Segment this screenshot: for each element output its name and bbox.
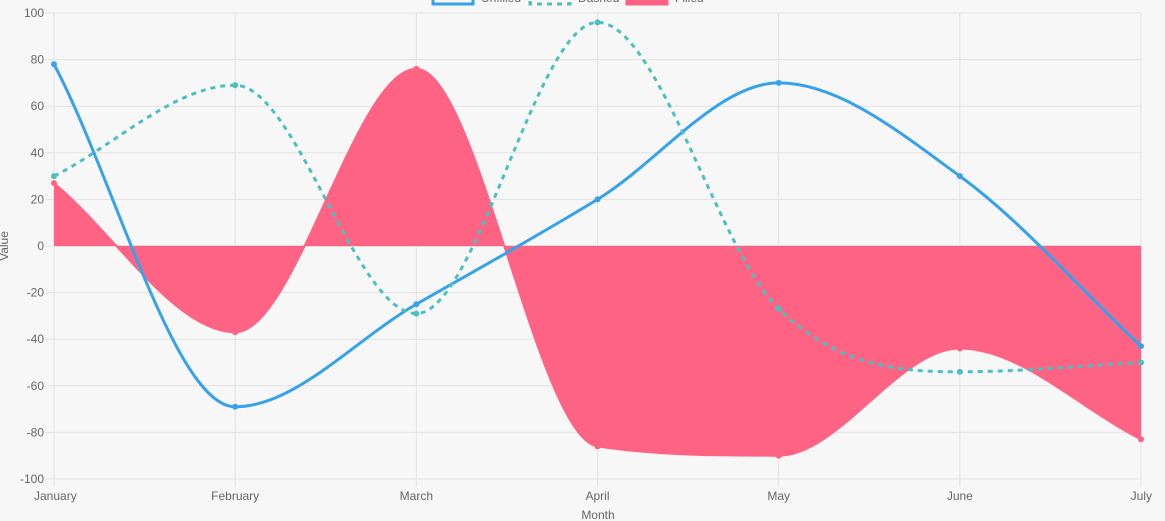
data-point-dashed[interactable] bbox=[232, 82, 239, 89]
legend-swatch bbox=[431, 0, 475, 6]
legend[interactable]: Unfilled Dashed Filled bbox=[431, 0, 704, 6]
x-tick-label: June bbox=[947, 489, 973, 503]
legend-swatch bbox=[625, 0, 669, 6]
y-tick-label: 60 bbox=[31, 99, 45, 113]
legend-item-unfilled[interactable]: Unfilled bbox=[431, 0, 521, 6]
x-tick-label: January bbox=[34, 489, 77, 503]
data-point-unfilled[interactable] bbox=[232, 403, 239, 410]
y-tick-label: -40 bbox=[27, 332, 45, 346]
legend-label: Filled bbox=[675, 0, 704, 5]
data-point-filled[interactable] bbox=[413, 65, 420, 72]
data-point-dashed[interactable] bbox=[51, 173, 57, 180]
series-line-filled bbox=[53, 67, 1142, 457]
y-tick-label: -20 bbox=[27, 286, 45, 300]
data-point-filled[interactable] bbox=[232, 329, 239, 336]
data-point-unfilled[interactable] bbox=[51, 61, 57, 68]
data-point-dashed[interactable] bbox=[1138, 359, 1144, 366]
area-fills bbox=[54, 68, 1141, 456]
y-tick-label: 20 bbox=[31, 192, 45, 206]
x-tick-label: March bbox=[400, 489, 433, 503]
y-tick-label: -80 bbox=[27, 425, 45, 439]
data-point-dashed[interactable] bbox=[956, 368, 963, 375]
legend-label: Dashed bbox=[578, 0, 619, 5]
y-tick-label: 40 bbox=[31, 146, 45, 160]
data-point-unfilled[interactable] bbox=[956, 173, 963, 180]
legend-swatch bbox=[528, 0, 572, 6]
x-axis-ticks: January February March April May June July bbox=[34, 489, 1152, 503]
legend-label: Unfilled bbox=[481, 0, 521, 5]
legend-item-filled[interactable]: Filled bbox=[625, 0, 704, 6]
data-point-filled[interactable] bbox=[594, 443, 601, 450]
x-tick-label: July bbox=[1131, 489, 1152, 503]
y-tick-label: 100 bbox=[24, 6, 44, 20]
area-filled bbox=[54, 68, 1141, 456]
y-axis-ticks: 100 80 60 40 20 0 -20 -40 -60 -80 -100 bbox=[20, 6, 44, 486]
x-tick-label: February bbox=[211, 489, 259, 503]
data-point-dashed[interactable] bbox=[413, 310, 420, 317]
data-point-filled[interactable] bbox=[51, 180, 57, 187]
data-point-filled[interactable] bbox=[956, 345, 963, 352]
y-tick-label: -100 bbox=[20, 472, 44, 486]
data-point-unfilled[interactable] bbox=[1138, 343, 1144, 350]
data-points bbox=[51, 19, 1144, 459]
data-point-dashed[interactable] bbox=[594, 19, 601, 26]
y-tick-label: 80 bbox=[31, 53, 45, 67]
data-point-dashed[interactable] bbox=[775, 305, 782, 312]
x-tick-label: May bbox=[767, 489, 790, 503]
legend-item-dashed[interactable]: Dashed bbox=[528, 0, 619, 6]
x-axis-title: Month bbox=[581, 508, 614, 521]
y-tick-label: 0 bbox=[37, 239, 44, 253]
x-tick-label: April bbox=[585, 489, 609, 503]
data-point-unfilled[interactable] bbox=[594, 196, 601, 203]
y-axis-title: Value bbox=[0, 231, 11, 261]
y-tick-label: -60 bbox=[27, 379, 45, 393]
data-point-unfilled[interactable] bbox=[775, 79, 782, 86]
series-line-dashed bbox=[53, 20, 1142, 374]
data-point-unfilled[interactable] bbox=[413, 301, 420, 308]
data-point-filled[interactable] bbox=[775, 452, 782, 459]
data-point-filled[interactable] bbox=[1138, 436, 1144, 443]
